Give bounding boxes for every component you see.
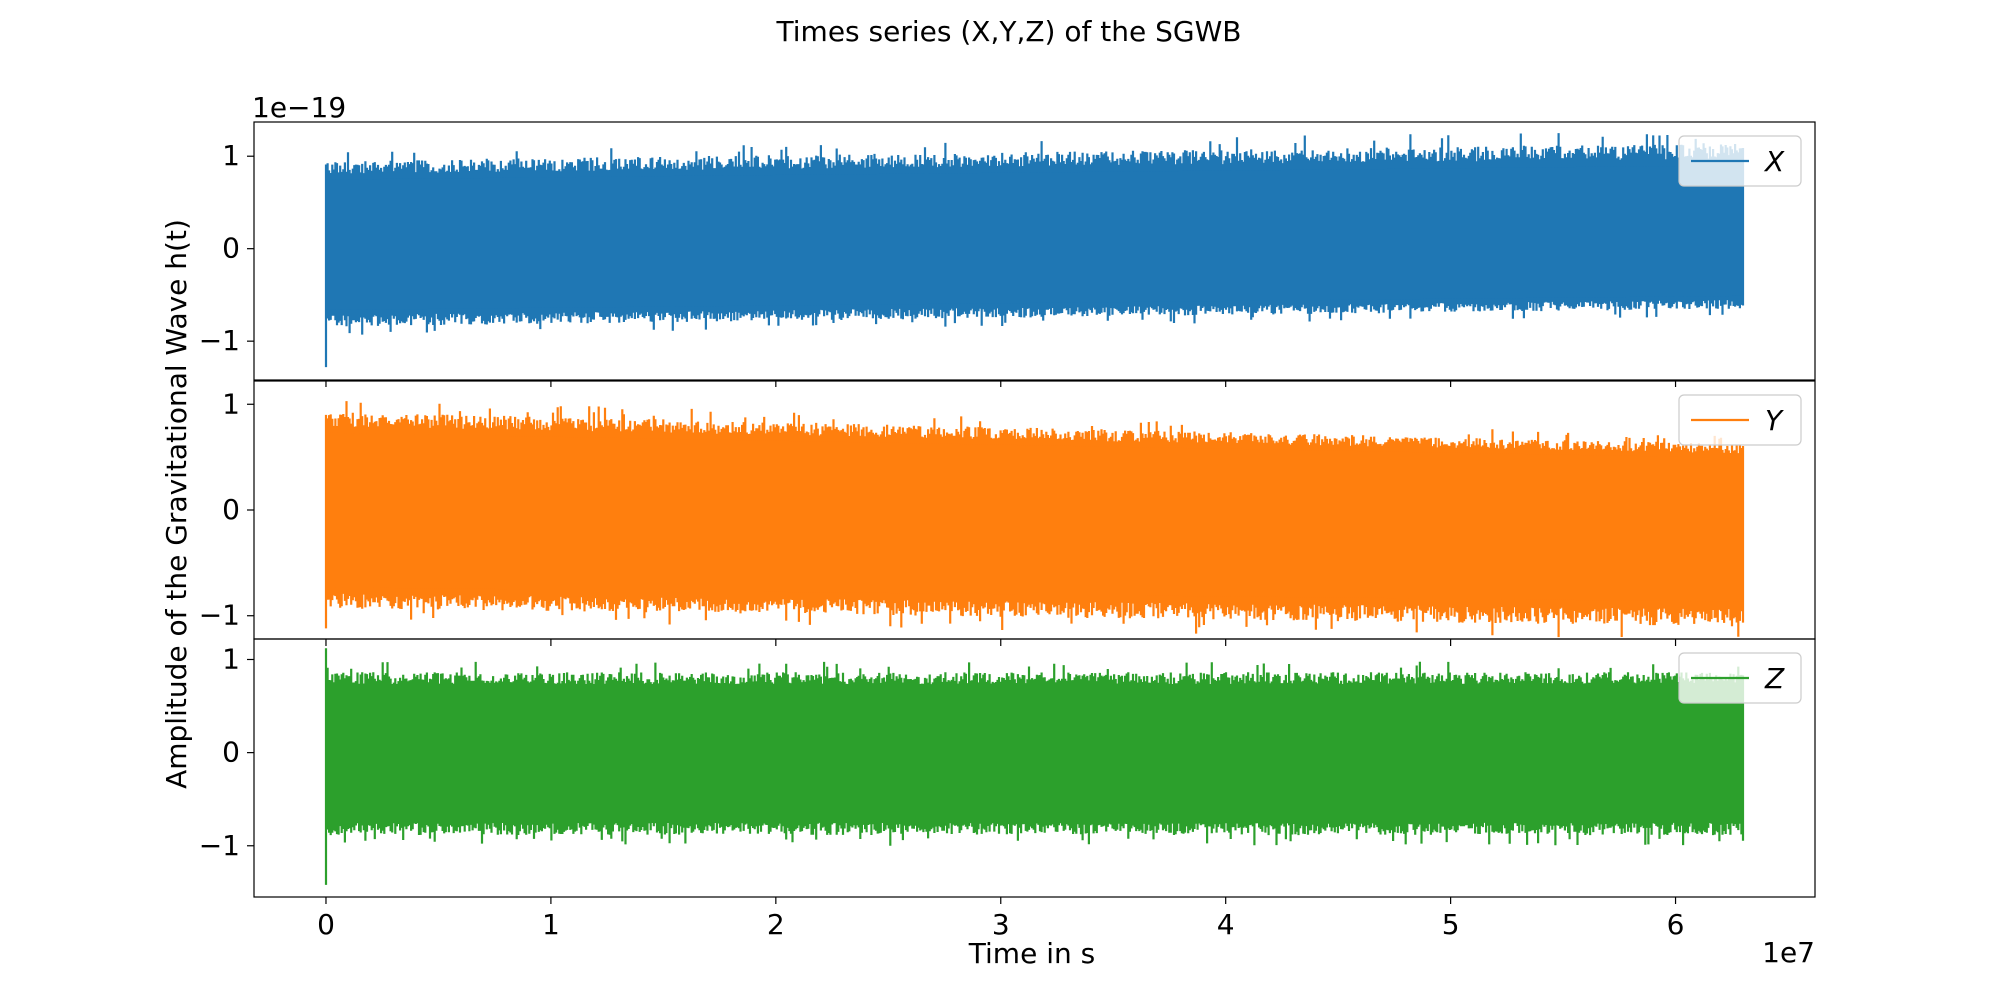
y-tick-label: 0 [222, 232, 240, 265]
y-axis-label: Amplitude of the Gravitational Wave h(t) [160, 219, 193, 789]
x-tick-label: 3 [992, 908, 1010, 941]
panel-y: −1 0 1 Y [199, 380, 1816, 646]
y-tick-label: −1 [199, 829, 240, 862]
x-tick-label: 2 [767, 908, 785, 941]
legend-label: Z [1764, 662, 1785, 695]
y-tick-label: −1 [199, 599, 240, 632]
x-tick-label: 4 [1217, 908, 1235, 941]
panel-x: −1 0 1 X [199, 121, 1816, 387]
series-z-band [325, 689, 1744, 818]
y-tick-label: 1 [222, 642, 240, 675]
legend-y: Y [1678, 394, 1802, 446]
chart-title: Times series (X,Y,Z) of the SGWB [776, 15, 1242, 48]
x-offset-label: 1e7 [1762, 936, 1815, 969]
legend-label: Y [1765, 404, 1784, 437]
panels-group: −1 0 1 X −1 0 1 Y −1 0 1 0 1 2 3 4 5 6 Z [199, 121, 1816, 941]
legend-label: X [1763, 145, 1785, 178]
x-axis-label: Time in s [968, 937, 1095, 970]
x-tick-label: 1 [542, 908, 560, 941]
y-offset-label: 1e−19 [252, 91, 346, 124]
legend-z: Z [1678, 652, 1802, 704]
x-tick-label: 5 [1442, 908, 1460, 941]
axes-frame-z [253, 638, 1816, 898]
x-tick-label: 0 [317, 908, 335, 941]
series-x-band [325, 165, 1744, 310]
y-tick-label: 1 [222, 139, 240, 172]
axes-frame-x [253, 121, 1816, 381]
legend-x: X [1678, 135, 1802, 187]
y-tick-label: 1 [222, 387, 240, 420]
x-tick-label: 6 [1667, 908, 1685, 941]
y-tick-label: 0 [222, 736, 240, 769]
y-tick-label: 0 [222, 493, 240, 526]
panel-z: −1 0 1 0 1 2 3 4 5 6 Z [199, 638, 1816, 941]
y-tick-label: −1 [199, 324, 240, 357]
series-y-band [325, 432, 1744, 602]
